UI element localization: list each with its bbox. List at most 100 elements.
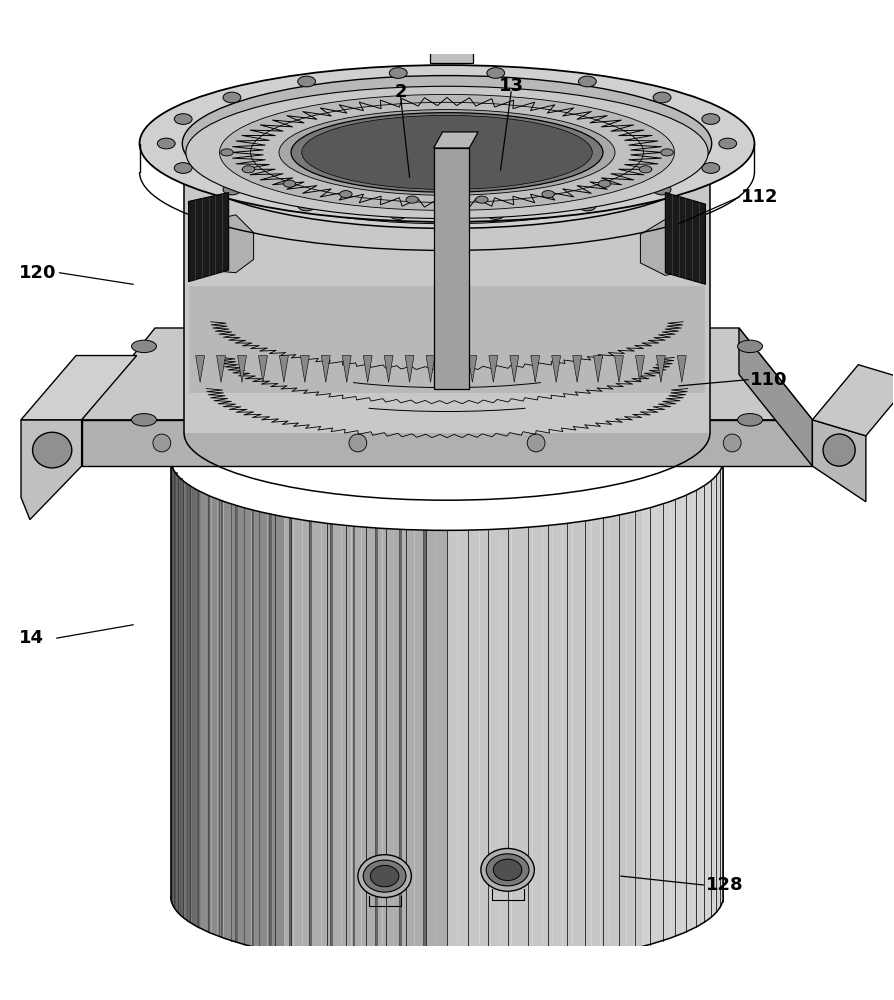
Polygon shape bbox=[562, 523, 572, 961]
Polygon shape bbox=[184, 482, 188, 921]
Polygon shape bbox=[678, 356, 687, 382]
Polygon shape bbox=[175, 472, 178, 909]
Polygon shape bbox=[196, 356, 205, 382]
Text: 14: 14 bbox=[19, 629, 44, 647]
Ellipse shape bbox=[184, 94, 710, 228]
Polygon shape bbox=[224, 501, 230, 940]
Polygon shape bbox=[706, 482, 710, 921]
Polygon shape bbox=[713, 476, 715, 916]
Ellipse shape bbox=[174, 114, 192, 124]
Ellipse shape bbox=[186, 86, 708, 219]
Polygon shape bbox=[543, 525, 552, 963]
Ellipse shape bbox=[654, 92, 671, 103]
Ellipse shape bbox=[487, 68, 504, 78]
Ellipse shape bbox=[298, 76, 316, 87]
Polygon shape bbox=[640, 219, 705, 275]
Ellipse shape bbox=[131, 340, 156, 353]
Ellipse shape bbox=[661, 149, 673, 156]
Ellipse shape bbox=[283, 180, 296, 187]
Polygon shape bbox=[196, 489, 201, 929]
Polygon shape bbox=[312, 521, 322, 959]
Ellipse shape bbox=[702, 114, 720, 124]
Ellipse shape bbox=[298, 200, 316, 211]
Ellipse shape bbox=[542, 191, 554, 198]
Polygon shape bbox=[511, 528, 522, 965]
Polygon shape bbox=[434, 148, 469, 389]
Ellipse shape bbox=[340, 191, 352, 198]
Ellipse shape bbox=[823, 434, 856, 466]
Polygon shape bbox=[383, 528, 393, 966]
Polygon shape bbox=[197, 490, 199, 926]
Polygon shape bbox=[501, 528, 511, 966]
Ellipse shape bbox=[139, 65, 755, 222]
Ellipse shape bbox=[131, 414, 156, 426]
Polygon shape bbox=[221, 500, 224, 937]
Text: 2: 2 bbox=[394, 83, 407, 101]
Polygon shape bbox=[189, 193, 229, 282]
Polygon shape bbox=[591, 518, 601, 957]
Polygon shape bbox=[230, 504, 237, 942]
Ellipse shape bbox=[221, 149, 233, 156]
Ellipse shape bbox=[223, 184, 240, 195]
Ellipse shape bbox=[174, 163, 192, 173]
Ellipse shape bbox=[223, 92, 240, 103]
Polygon shape bbox=[259, 512, 267, 950]
Polygon shape bbox=[363, 356, 372, 382]
Polygon shape bbox=[813, 365, 894, 436]
Polygon shape bbox=[813, 420, 866, 502]
Polygon shape bbox=[81, 420, 813, 466]
Polygon shape bbox=[572, 521, 582, 959]
Polygon shape bbox=[217, 499, 224, 938]
Polygon shape bbox=[174, 471, 176, 910]
Ellipse shape bbox=[578, 76, 596, 87]
Polygon shape bbox=[636, 356, 645, 382]
Polygon shape bbox=[434, 132, 478, 148]
Polygon shape bbox=[490, 529, 501, 966]
Ellipse shape bbox=[738, 340, 763, 353]
Polygon shape bbox=[703, 484, 706, 924]
Polygon shape bbox=[308, 521, 311, 958]
Polygon shape bbox=[300, 356, 309, 382]
Ellipse shape bbox=[220, 94, 674, 210]
Polygon shape bbox=[188, 484, 191, 924]
Polygon shape bbox=[531, 356, 540, 382]
Ellipse shape bbox=[349, 434, 367, 452]
Ellipse shape bbox=[476, 196, 488, 203]
Polygon shape bbox=[206, 494, 212, 933]
Ellipse shape bbox=[157, 138, 175, 149]
Polygon shape bbox=[426, 530, 436, 967]
Polygon shape bbox=[423, 530, 426, 967]
Ellipse shape bbox=[358, 855, 411, 897]
Polygon shape bbox=[216, 356, 225, 382]
Polygon shape bbox=[322, 523, 332, 961]
Polygon shape bbox=[610, 515, 618, 954]
Polygon shape bbox=[332, 524, 342, 962]
Polygon shape bbox=[710, 479, 713, 918]
Polygon shape bbox=[289, 518, 291, 954]
Polygon shape bbox=[447, 356, 456, 382]
Polygon shape bbox=[405, 356, 414, 382]
Polygon shape bbox=[375, 528, 378, 965]
Polygon shape bbox=[552, 356, 561, 382]
Polygon shape bbox=[664, 501, 670, 940]
Polygon shape bbox=[720, 468, 721, 908]
Polygon shape bbox=[201, 492, 206, 931]
Polygon shape bbox=[172, 465, 173, 905]
Polygon shape bbox=[384, 356, 393, 382]
Polygon shape bbox=[21, 356, 137, 420]
Polygon shape bbox=[171, 460, 173, 897]
Ellipse shape bbox=[274, 336, 299, 348]
Polygon shape bbox=[479, 529, 490, 967]
Polygon shape bbox=[594, 356, 603, 382]
Polygon shape bbox=[235, 505, 238, 942]
Text: 13: 13 bbox=[499, 77, 524, 95]
Polygon shape bbox=[436, 530, 447, 967]
Polygon shape bbox=[207, 495, 210, 932]
Polygon shape bbox=[643, 508, 650, 946]
Polygon shape bbox=[184, 161, 710, 433]
Polygon shape bbox=[351, 526, 362, 964]
Polygon shape bbox=[656, 356, 665, 382]
Polygon shape bbox=[81, 328, 813, 420]
Ellipse shape bbox=[719, 138, 737, 149]
Polygon shape bbox=[510, 356, 519, 382]
